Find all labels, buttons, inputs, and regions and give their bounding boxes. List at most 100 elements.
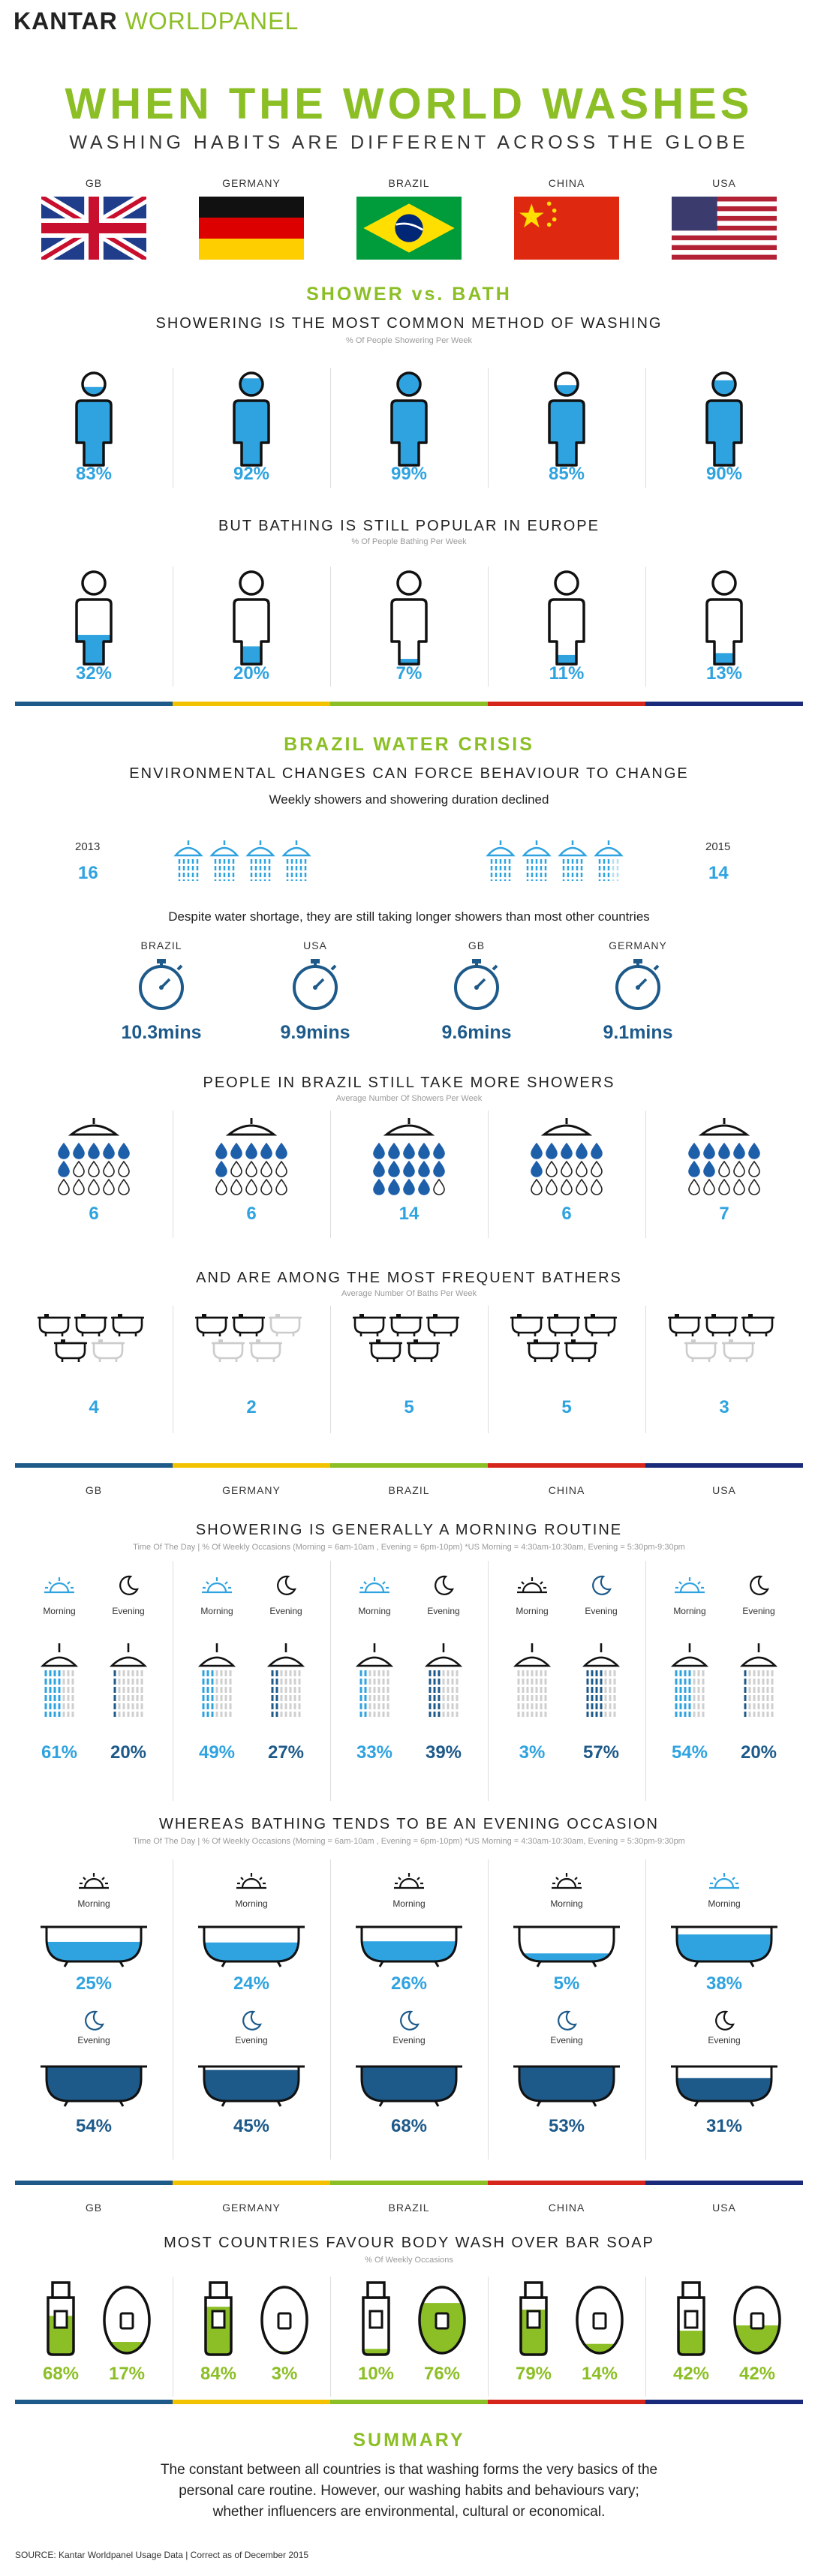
showerhead-2015-icon: [558, 840, 588, 881]
germany-flag-icon: [199, 197, 304, 260]
source-note: SOURCE: Kantar Worldpanel Usage Data | C…: [15, 2550, 309, 2560]
column-divider: [645, 2277, 646, 2397]
showers-subtitle: PEOPLE IN BRAZIL STILL TAKE MORE SHOWERS: [203, 1075, 615, 1091]
barsoap-percent: 3%: [271, 2364, 298, 2384]
bath-percent: 20%: [233, 663, 270, 684]
usa-flag-icon: [672, 197, 777, 260]
flag-label-china: CHINA: [548, 177, 585, 189]
column-divider: [488, 1859, 489, 2160]
column-divider: [330, 2277, 331, 2397]
bath-morning-sun-icon: [236, 1873, 266, 1889]
shower-drops-icon: [373, 1118, 445, 1195]
column-divider: [330, 1111, 331, 1238]
stopwatch-icon: [615, 959, 660, 1010]
evening-shower-icon: [266, 1643, 305, 1717]
evening-label: Evening: [269, 1606, 302, 1616]
showerhead-2015-icon: [594, 840, 624, 881]
morning-bath-percent: 25%: [75, 1973, 113, 1994]
bath-evening-label: Evening: [77, 2035, 110, 2045]
summary-line-1: The constant between all countries is th…: [160, 2462, 658, 2478]
showerhead-2013-icon: [245, 840, 275, 881]
shower-percent: 90%: [705, 464, 743, 484]
evening-bath-percent: 68%: [390, 2116, 428, 2136]
morning-shower-icon: [670, 1643, 709, 1717]
country-label-usa-3: USA: [712, 2202, 736, 2214]
showers-count: 6: [89, 1204, 99, 1224]
morning-bathtub-icon: [41, 1925, 147, 1967]
brazil-flag-icon: [356, 197, 462, 260]
morning-shower-icon: [355, 1643, 394, 1717]
showerhead-2015-icon: [486, 840, 516, 881]
morning-sun-icon: [675, 1577, 705, 1594]
morning-bath-percent: 26%: [390, 1973, 428, 1994]
morning-subtitle: SHOWERING IS GENERALLY A MORNING ROUTINE: [195, 1522, 623, 1538]
bodywash-bottle-icon: [519, 2281, 548, 2356]
baths-count: 5: [561, 1397, 572, 1417]
bath-person-icon: [390, 570, 428, 666]
weekly-showers-2015: 14: [708, 863, 729, 883]
stopwatch-icon: [454, 959, 499, 1010]
bath-morning-label: Morning: [235, 1898, 268, 1909]
evening-bathtub-icon: [198, 2065, 305, 2107]
bathtubs-icon: [668, 1314, 774, 1362]
evening-label: Evening: [742, 1606, 775, 1616]
country-label-brazil-3: BRAZIL: [388, 2202, 430, 2214]
bar-soap-icon: [103, 2286, 151, 2355]
bath-morning-label: Morning: [392, 1898, 426, 1909]
column-divider: [330, 1306, 331, 1433]
shower-drops-icon: [58, 1118, 130, 1195]
bath-evening-moon-icon: [400, 2010, 420, 2030]
evening-shower-icon: [582, 1643, 621, 1717]
evening-shower-percent: 57%: [582, 1742, 620, 1763]
duration-value: 9.9mins: [280, 1022, 350, 1043]
shower-person-icon: [705, 371, 743, 467]
column-divider: [330, 1561, 331, 1801]
country-label-germany-3: GERMANY: [222, 2202, 281, 2214]
baths-subtitle: AND ARE AMONG THE MOST FREQUENT BATHERS: [196, 1270, 622, 1286]
bath-person-icon: [548, 570, 585, 666]
shower-person-icon: [233, 371, 270, 467]
bath-evening-label: Evening: [550, 2035, 583, 2045]
year-2015: 2015: [705, 840, 731, 853]
bath-evening-moon-icon: [85, 2010, 104, 2030]
morning-shower-percent: 3%: [519, 1742, 546, 1763]
shower-person-icon: [75, 371, 113, 467]
soap-subtitle: MOST COUNTRIES FAVOUR BODY WASH OVER BAR…: [164, 2235, 654, 2251]
morning-shower-percent: 54%: [671, 1742, 708, 1763]
bar-soap-icon: [733, 2286, 781, 2355]
column-divider: [488, 368, 489, 488]
bodywash-bottle-icon: [47, 2281, 75, 2356]
showerhead-2015-icon: [522, 840, 552, 881]
column-divider: [488, 1111, 489, 1238]
shower-person-icon: [548, 371, 585, 467]
bar-soap-icon: [418, 2286, 466, 2355]
evening-shower-icon: [424, 1643, 463, 1717]
bath-morning-sun-icon: [79, 1873, 109, 1889]
column-divider: [645, 1111, 646, 1238]
country-label-gb-3: GB: [85, 2202, 103, 2214]
evening-shower-percent: 20%: [110, 1742, 147, 1763]
evening-subtitle: WHEREAS BATHING TENDS TO BE AN EVENING O…: [159, 1816, 659, 1832]
country-label-usa-2: USA: [712, 1484, 736, 1496]
evening-bathtub-icon: [671, 2065, 777, 2107]
evening-moon-icon: [592, 1575, 612, 1595]
evening-moon-icon: [435, 1575, 454, 1595]
section-title-brazil: BRAZIL WATER CRISIS: [284, 734, 534, 755]
bath-subtitle: BUT BATHING IS STILL POPULAR IN EUROPE: [218, 518, 600, 534]
bath-evening-label: Evening: [392, 2035, 426, 2045]
evening-shower-percent: 27%: [267, 1742, 305, 1763]
evening-bath-percent: 45%: [233, 2116, 270, 2136]
evening-shower-percent: 39%: [425, 1742, 462, 1763]
morning-shower-percent: 49%: [198, 1742, 236, 1763]
color-divider-2: [15, 1463, 803, 1468]
showerhead-2013-icon: [173, 840, 203, 881]
bath-person-icon: [705, 570, 743, 666]
bath-person-icon: [75, 570, 113, 666]
morning-bath-percent: 5%: [553, 1973, 580, 1994]
flag-label-gb: GB: [85, 177, 103, 189]
bar-soap-icon: [260, 2286, 308, 2355]
bath-percent: 32%: [75, 663, 113, 684]
evening-moon-icon: [277, 1575, 296, 1595]
morning-shower-icon: [197, 1643, 236, 1717]
morning-sun-icon: [202, 1577, 232, 1594]
